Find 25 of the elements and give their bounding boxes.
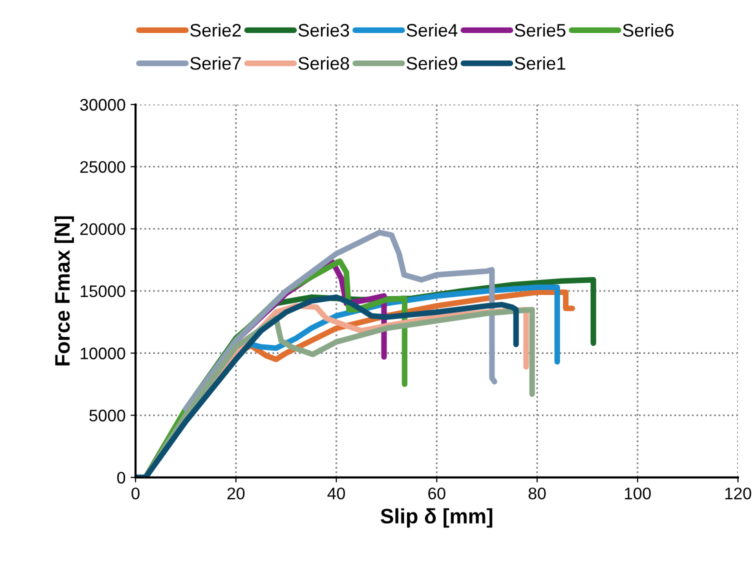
x-tick-label: 60 [428,488,446,500]
y-tick-label: 0 [117,472,126,484]
legend-label: Serie1 [514,56,566,70]
legend-label: Serie2 [190,23,241,37]
y-tick-label: 25000 [80,161,126,173]
legend-label: Serie5 [514,23,566,37]
x-tick-label: 20 [228,488,245,500]
y-tick-label: 10000 [80,348,126,360]
x-tick-label: 40 [327,488,345,500]
y-tick-label: 20000 [80,223,126,236]
legend-label: Serie6 [622,23,674,37]
x-tick-label: 120 [725,488,752,500]
y-tick-label: 15000 [80,285,126,298]
y-axis-title: Force Fmax [N] [54,216,74,366]
x-tick-label: 0 [132,488,140,500]
x-tick-label: 100 [624,488,651,500]
legend-label: Serie7 [190,56,241,70]
x-tick-label: 80 [528,488,546,500]
legend-label: Serie3 [298,23,350,37]
x-axis-title: Slip δ [mm] [380,508,492,528]
y-tick-label: 30000 [80,98,126,111]
legend-label: Serie9 [406,56,458,70]
legend-label: Serie8 [298,56,350,70]
legend-label: Serie4 [406,23,458,37]
y-tick-label: 5000 [89,410,126,422]
